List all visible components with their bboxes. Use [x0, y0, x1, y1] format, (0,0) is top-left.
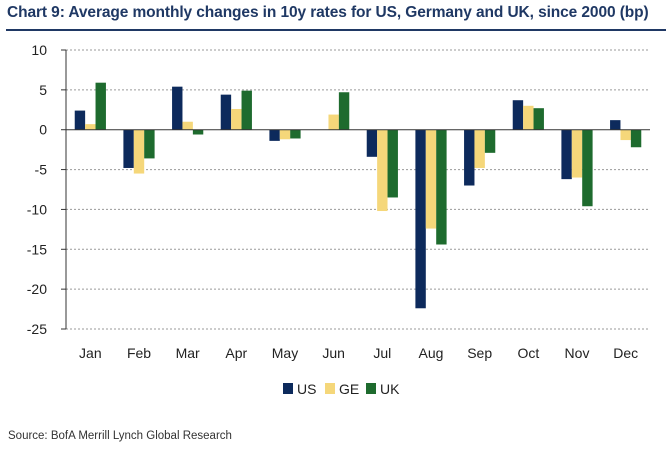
- x-tick-label: Mar: [176, 345, 200, 361]
- x-tick-label: Jan: [79, 345, 102, 361]
- bar-uk-sep: [484, 129, 496, 153]
- bar-ge-dec: [620, 129, 631, 141]
- legend: US GE UK: [283, 381, 400, 397]
- bar-us-sep: [464, 129, 475, 186]
- bar-us-oct: [512, 100, 524, 130]
- x-tick-label: Jun: [322, 345, 345, 361]
- x-tick-label: Sep: [467, 345, 492, 361]
- bar-us-jul: [366, 129, 378, 157]
- bar-uk-jan: [95, 82, 106, 130]
- y-tick-label: -10: [27, 201, 47, 217]
- x-tick-label: Feb: [127, 345, 151, 361]
- y-tick-label: -15: [27, 241, 47, 257]
- legend-label-us: US: [297, 381, 316, 397]
- legend-label-uk: UK: [380, 381, 400, 397]
- y-tick-label: -20: [27, 281, 47, 297]
- bar-uk-jun: [338, 92, 350, 130]
- bar-ge-jun: [328, 114, 339, 130]
- bar-us-aug: [415, 129, 426, 309]
- bar-ge-jul: [377, 129, 388, 212]
- bar-uk-jul: [387, 129, 398, 198]
- bar-ge-oct: [523, 105, 534, 130]
- x-tick-label: Dec: [613, 345, 638, 361]
- bar-us-mar: [172, 86, 183, 130]
- bar-uk-aug: [436, 129, 447, 245]
- bar-us-nov: [561, 129, 572, 180]
- y-axis-ticks: 10 5 0 -5 -10 -15 -20 -25: [27, 42, 47, 337]
- x-tick-label: Nov: [565, 345, 590, 361]
- bar-us-jan: [74, 110, 86, 130]
- bar-ge-aug: [425, 129, 437, 229]
- y-tick-label: -25: [27, 321, 47, 337]
- bar-ge-mar: [182, 121, 193, 130]
- bar-us-apr: [220, 94, 232, 130]
- legend-swatch-us: [283, 383, 293, 394]
- x-tick-label: Aug: [419, 345, 444, 361]
- axes: [61, 49, 650, 330]
- bar-uk-oct: [533, 108, 544, 130]
- y-tick-label: 0: [39, 122, 47, 138]
- x-tick-label: Jul: [373, 345, 391, 361]
- legend-swatch-uk: [366, 383, 376, 394]
- gridlines: [66, 49, 650, 330]
- legend-swatch-ge: [325, 383, 335, 394]
- bar-ge-sep: [474, 129, 485, 168]
- bar-uk-dec: [630, 129, 642, 148]
- x-axis-ticks: Jan Feb Mar Apr May Jun Jul Aug Sep Oct Nov Dec: [79, 345, 638, 361]
- source-note: Source: BofA Merrill Lynch Global Resear…: [8, 430, 232, 442]
- bar-ge-feb: [133, 129, 145, 174]
- bar-ge-jan: [85, 124, 96, 130]
- x-tick-label: Oct: [517, 345, 539, 361]
- bar-ge-nov: [571, 129, 583, 178]
- legend-label-ge: GE: [339, 381, 359, 397]
- bar-us-dec: [610, 120, 621, 130]
- bar-ge-apr: [231, 108, 242, 130]
- bar-uk-may: [290, 129, 301, 139]
- bar-us-feb: [123, 129, 134, 168]
- y-tick-label: 10: [31, 42, 47, 58]
- chart-title: Chart 9: Average monthly changes in 10y …: [7, 4, 649, 21]
- bar-series: [74, 82, 642, 309]
- x-tick-label: Apr: [225, 345, 247, 361]
- y-tick-label: -5: [35, 162, 48, 178]
- bar-uk-feb: [144, 129, 155, 159]
- bar-uk-nov: [582, 129, 593, 207]
- bar-ge-may: [279, 129, 291, 140]
- title-underline: [6, 29, 666, 31]
- bar-us-may: [269, 129, 280, 141]
- bar-uk-mar: [192, 129, 204, 135]
- y-tick-label: 5: [39, 82, 47, 98]
- bar-uk-apr: [241, 90, 252, 130]
- x-tick-label: May: [272, 345, 298, 361]
